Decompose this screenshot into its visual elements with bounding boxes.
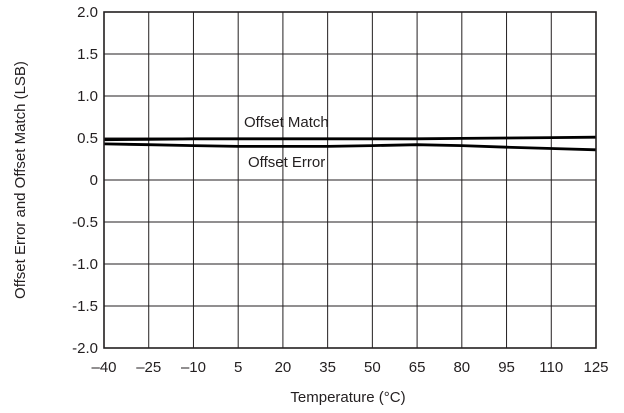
x-tick-label: –10 [181, 359, 206, 376]
x-tick-label: 50 [364, 359, 381, 376]
x-tick-label: 80 [453, 359, 470, 376]
y-tick-label: -1.0 [72, 256, 98, 273]
x-tick-label: –25 [136, 359, 161, 376]
series-label-offset-match: Offset Match [244, 114, 329, 131]
y-tick-label: 1.0 [77, 88, 98, 105]
y-axis-title: Offset Error and Offset Match (LSB) [12, 61, 29, 299]
y-tick-label: 0 [90, 172, 98, 189]
x-axis-title: Temperature (°C) [290, 389, 405, 406]
x-tick-label: 125 [583, 359, 608, 376]
y-tick-label: -1.5 [72, 298, 98, 315]
y-tick-label: -0.5 [72, 214, 98, 231]
x-axis-tick-labels: –40 –25 –10 5 20 35 50 65 80 95 110 125 [91, 359, 608, 376]
series-lines [103, 135, 597, 152]
offset-match-line [103, 135, 597, 142]
y-tick-label: -2.0 [72, 340, 98, 357]
plot-area-frame [103, 11, 597, 349]
offset-error-line [103, 142, 597, 152]
x-tick-label: 5 [234, 359, 242, 376]
x-tick-label: 65 [409, 359, 426, 376]
y-tick-label: 1.5 [77, 46, 98, 63]
x-tick-label: 95 [498, 359, 515, 376]
x-tick-label: 20 [275, 359, 292, 376]
series-label-offset-error: Offset Error [248, 154, 325, 171]
x-tick-label: –40 [91, 359, 116, 376]
y-tick-label: 0.5 [77, 130, 98, 147]
y-axis-tick-labels: 2.0 1.5 1.0 0.5 0 -0.5 -1.0 -1.5 -2.0 [72, 4, 98, 357]
y-tick-label: 2.0 [77, 4, 98, 21]
x-tick-label: 110 [539, 359, 563, 376]
x-tick-label: 35 [319, 359, 336, 376]
grid-lines [103, 11, 597, 349]
